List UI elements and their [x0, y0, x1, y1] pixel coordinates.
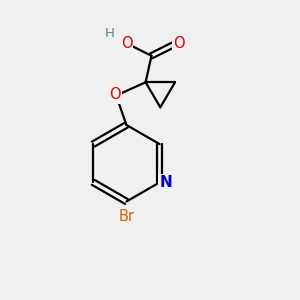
- Text: O: O: [173, 36, 184, 51]
- Text: O: O: [121, 36, 132, 51]
- Text: H: H: [105, 27, 115, 40]
- Text: Br: Br: [118, 209, 134, 224]
- Text: N: N: [160, 175, 172, 190]
- Text: O: O: [109, 87, 121, 102]
